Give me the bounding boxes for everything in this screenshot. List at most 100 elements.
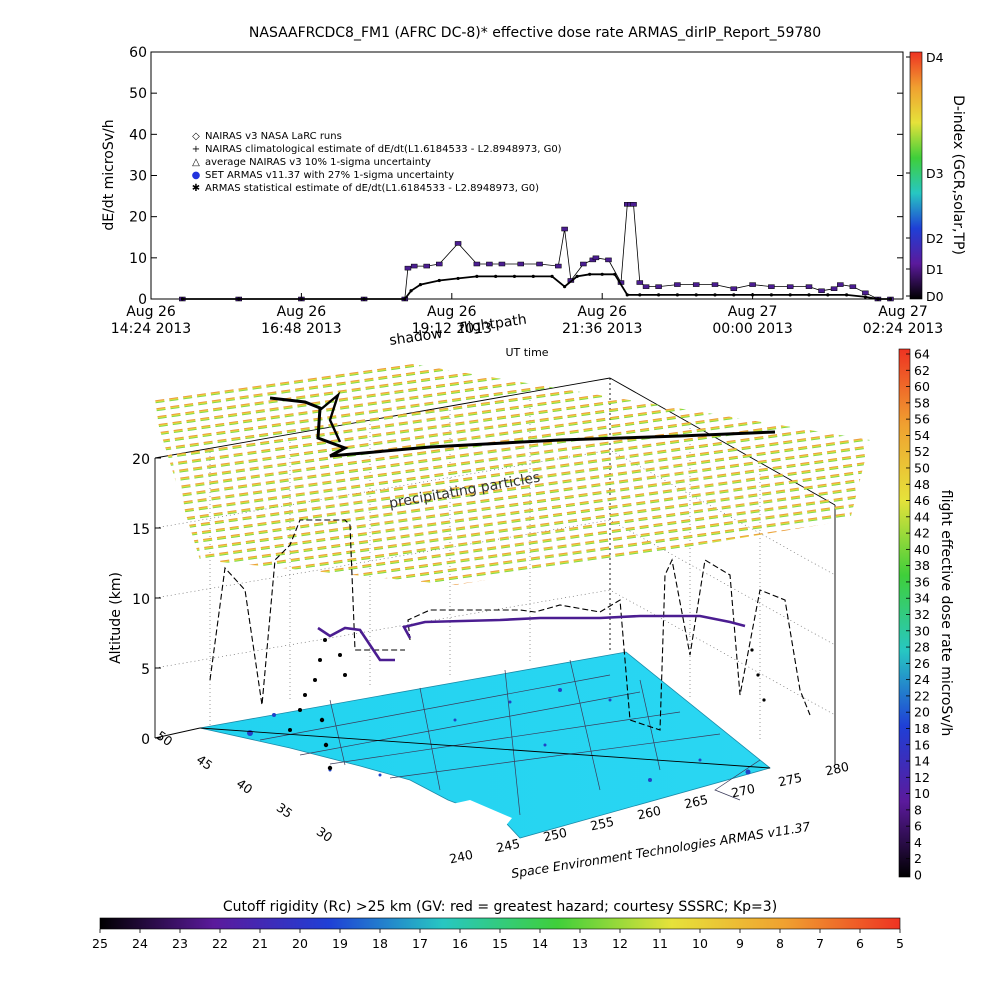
lat-tick-label: 30	[314, 824, 336, 845]
dose-tick-label: 48	[914, 477, 930, 492]
z-tick-label: 0	[141, 732, 150, 748]
dose-tick-label: 20	[914, 705, 930, 720]
shadow-path	[209, 519, 811, 731]
x-axis-label: UT time	[505, 346, 548, 359]
dose-tick-label: 62	[914, 363, 930, 378]
rigidity-tick-label: 7	[816, 936, 824, 951]
lon-tick-label: 280	[824, 759, 851, 779]
dose-tick-label: 6	[914, 819, 922, 834]
dose-tick-label: 44	[914, 509, 930, 524]
nairas-point	[751, 293, 755, 297]
nairas-point	[675, 293, 680, 297]
x-tick-label-date: Aug 27	[728, 304, 778, 320]
nairas-point	[563, 285, 567, 289]
nairas-point	[732, 293, 736, 297]
y-axis-label: dE/dt microSv/h	[101, 119, 117, 230]
nairas-point	[876, 297, 880, 301]
nairas-point	[625, 293, 629, 297]
dose-tick-label: 60	[914, 379, 930, 394]
rigidity-tick-label: 25	[92, 936, 108, 951]
armas-point	[749, 282, 756, 287]
upper-track-loop	[319, 391, 342, 443]
armas-point	[580, 261, 587, 267]
lat-tick-label: 50	[154, 728, 176, 749]
armas-point	[862, 290, 869, 296]
nairas-point	[531, 274, 535, 278]
nairas-point	[600, 272, 604, 276]
lon-tick-label: 240	[448, 847, 475, 867]
nairas-point	[180, 297, 184, 301]
lon-tick-label: 260	[636, 803, 663, 823]
x-tick-label-date: Aug 26	[126, 304, 176, 320]
descent-dots	[288, 638, 766, 771]
legend-symbol: ◇	[192, 131, 200, 142]
state-borders	[259, 659, 761, 816]
dose-tick-label: 12	[914, 770, 930, 785]
dose-tick-label: 4	[914, 835, 922, 850]
latitude-ticks: 50 45 40 35 30	[154, 728, 336, 845]
y-axis: 0 10 20 30 40 50 60	[129, 45, 903, 308]
nairas-point	[769, 293, 774, 297]
armas-point	[805, 284, 813, 289]
nairas-point	[845, 293, 849, 297]
nairas-point	[826, 293, 830, 297]
lon-tick-label: 245	[495, 836, 521, 856]
armas-point	[636, 280, 644, 285]
rigidity-tick-label: 20	[292, 936, 308, 951]
armas-point	[674, 282, 681, 287]
rigidity-tick-label: 15	[492, 936, 508, 951]
nairas-point	[713, 293, 717, 297]
dose-tick-label: 46	[914, 493, 930, 508]
d-index-tick-label: D3	[926, 166, 944, 181]
rigidity-tick-label: 23	[172, 936, 188, 951]
dose-colorbar-ticks: 0246810121416182022242628303234363840424…	[906, 347, 930, 883]
longitude-ticks: 240 245 250 255 260 265 270 275 280	[448, 759, 851, 867]
series-layer	[179, 202, 894, 302]
rigidity-tick-label: 24	[132, 936, 148, 951]
nairas-point	[475, 274, 479, 278]
armas-point	[486, 261, 493, 267]
dose-tick-label: 38	[914, 558, 930, 573]
armas-point	[630, 202, 637, 207]
armas-point	[849, 284, 857, 289]
cutoff-rigidity-colorbar: Cutoff rigidity (Rc) >25 km (GV: red = g…	[92, 899, 904, 951]
armas-point	[410, 263, 418, 269]
dose-colorbar-label: flight effective dose rate microSv/h	[938, 490, 954, 736]
legend-symbol: △	[192, 157, 200, 168]
map-gulf-water	[452, 800, 512, 828]
armas-point	[642, 284, 650, 289]
nairas-point	[512, 274, 517, 278]
armas-line	[182, 203, 891, 300]
armas-point	[830, 286, 838, 291]
dose-tick-label: 50	[914, 460, 930, 475]
rigidity-tick-label: 9	[736, 936, 744, 951]
armas-point	[498, 261, 506, 267]
dose-tick-label: 42	[914, 526, 930, 541]
legend-label: NAIRAS v3 NASA LaRC runs	[205, 131, 342, 142]
dose-tick-label: 30	[914, 623, 930, 638]
armas-point	[655, 284, 662, 289]
armas-point	[454, 241, 462, 246]
altitude-axis-label: Altitude (km)	[108, 572, 124, 664]
rigidity-tick-label: 14	[532, 936, 548, 951]
nairas-point	[863, 295, 868, 299]
armas-point	[605, 257, 612, 263]
rigidity-tick-label: 19	[332, 936, 348, 951]
dose-tick-label: 28	[914, 640, 930, 655]
dose-tick-label: 2	[914, 851, 922, 866]
rigidity-tick-label: 21	[252, 936, 268, 951]
lon-tick-label: 255	[589, 814, 615, 834]
lat-tick-label: 45	[194, 752, 216, 773]
dose-tick-label: 0	[914, 868, 922, 883]
nairas-point	[888, 297, 893, 301]
armas-point	[692, 282, 700, 287]
lon-tick-label: 270	[730, 781, 757, 801]
legend-symbol: +	[192, 144, 200, 155]
legend-label: NAIRAS climatological estimate of dE/dt(…	[205, 144, 562, 155]
rigidity-bar	[99, 917, 901, 930]
lat-tick-label: 35	[274, 800, 296, 821]
d-index-tick-label: D2	[926, 231, 944, 246]
legend-label: ARMAS statistical estimate of dE/dt(L1.6…	[205, 183, 539, 194]
